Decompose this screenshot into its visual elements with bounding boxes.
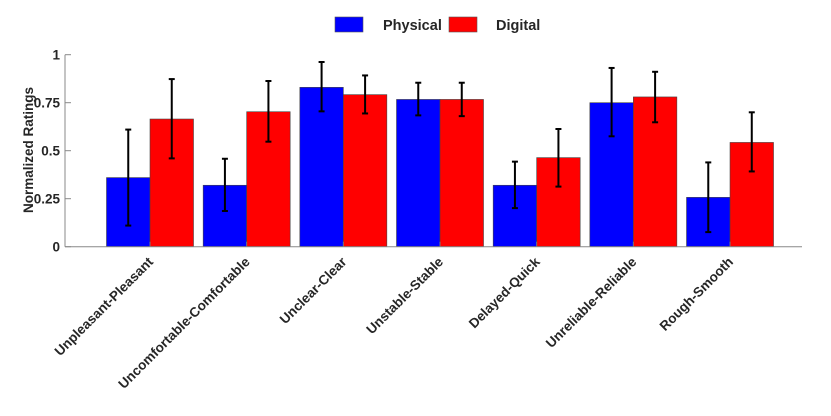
x-tick-label: Rough-Smooth bbox=[657, 254, 737, 334]
bar-digital bbox=[729, 142, 774, 247]
x-tick-label: Delayed-Quick bbox=[466, 254, 543, 331]
y-tick-label: 0.75 bbox=[34, 96, 61, 111]
legend-label-digital: Digital bbox=[496, 18, 540, 34]
x-tick-label: Unclear-Clear bbox=[277, 254, 350, 327]
bar-digital bbox=[439, 99, 484, 248]
y-tick-label: 0 bbox=[52, 240, 60, 255]
legend-label-physical: Physical bbox=[383, 18, 442, 34]
bar-digital bbox=[343, 94, 388, 247]
bar-physical bbox=[396, 99, 441, 248]
legend-swatch-digital bbox=[448, 16, 478, 33]
x-tick-label: Unstable-Stable bbox=[363, 254, 446, 337]
y-axis-label: Normalized Ratings bbox=[21, 87, 36, 213]
y-tick-label: 0.5 bbox=[41, 144, 60, 159]
legend-swatch-physical bbox=[334, 16, 364, 33]
x-tick-label: Unpleasant-Pleasant bbox=[52, 254, 157, 359]
x-tick-label: Unreliable-Reliable bbox=[543, 254, 640, 351]
y-tick-label: 0.25 bbox=[34, 192, 61, 207]
y-tick-label: 1 bbox=[52, 48, 60, 63]
